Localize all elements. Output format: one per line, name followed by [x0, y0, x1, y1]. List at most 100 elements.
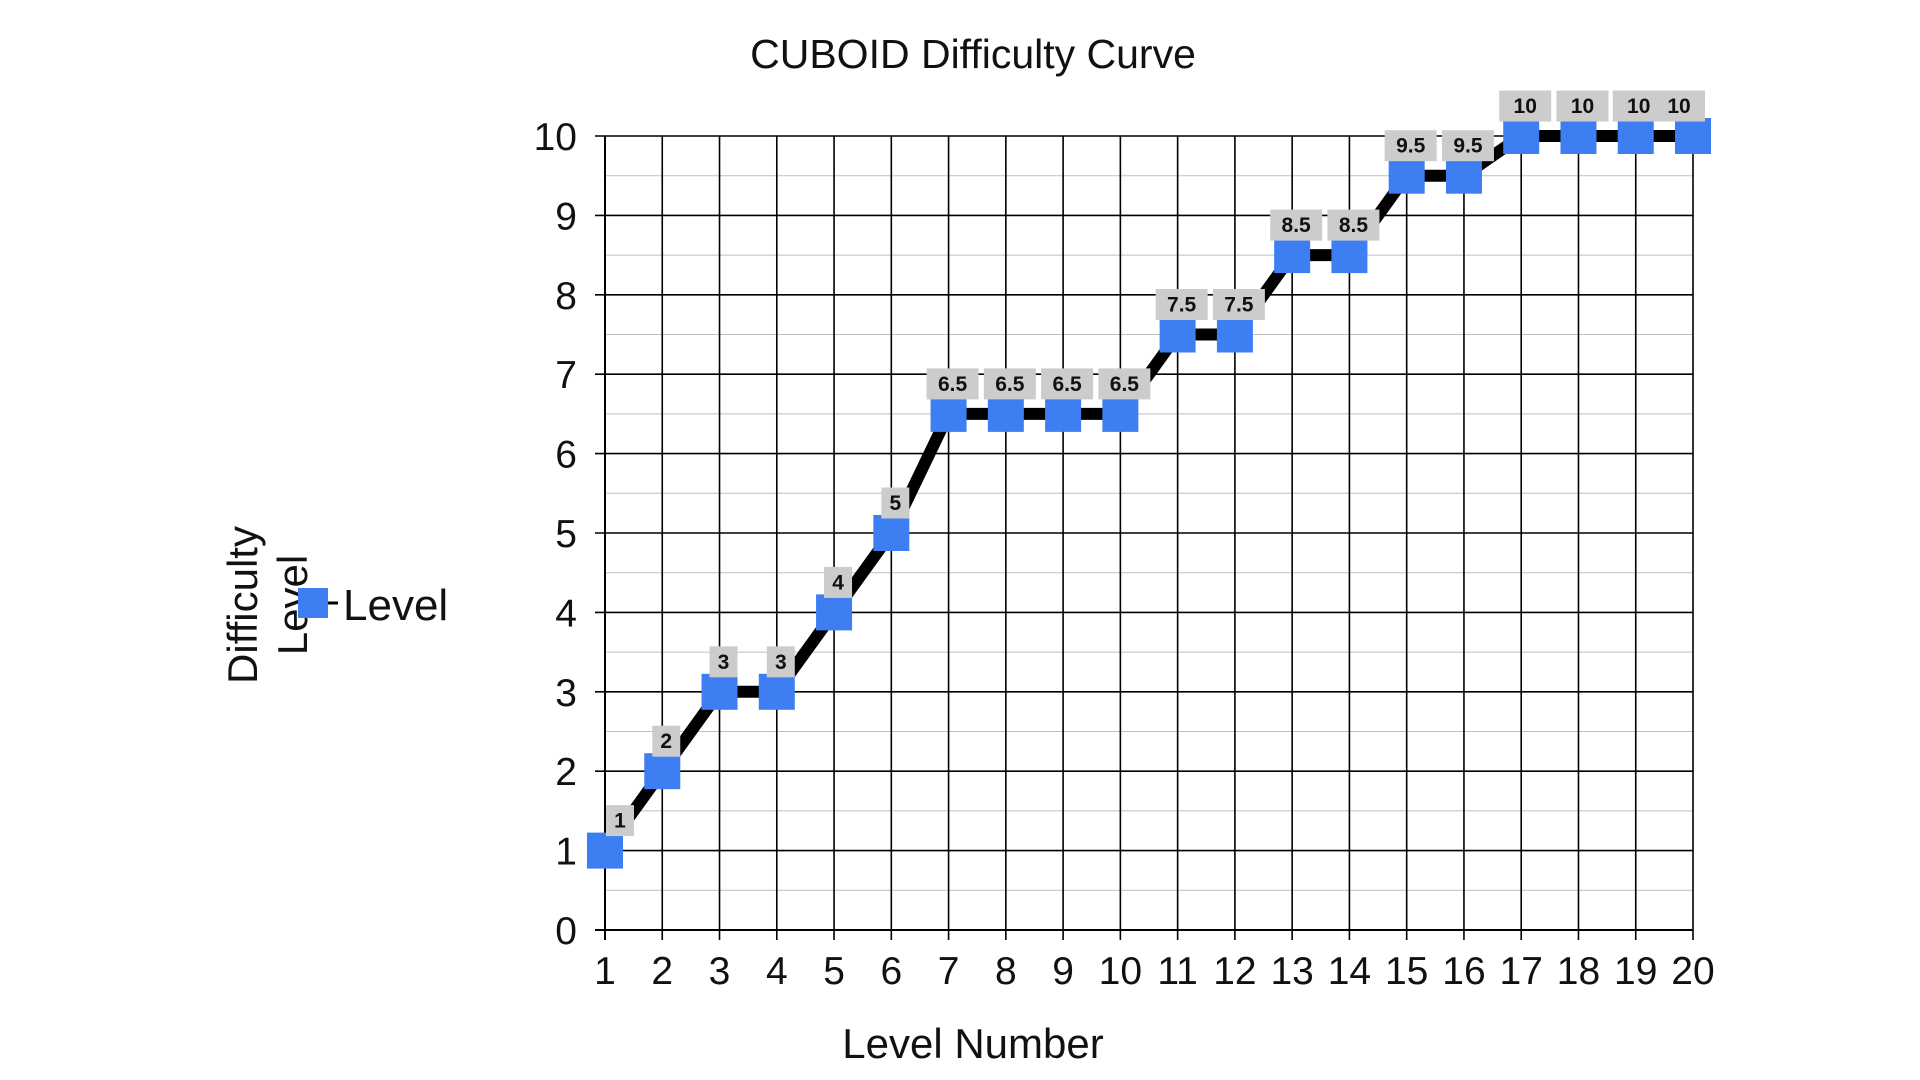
data-label: 6.5 [1053, 373, 1083, 396]
data-point-marker [1675, 118, 1711, 154]
data-label-background [824, 566, 853, 598]
data-point-marker [1274, 237, 1311, 274]
data-label: 10 [1571, 95, 1594, 118]
data-label-background [1327, 209, 1380, 241]
data-label: 6.5 [1110, 373, 1140, 396]
data-label: 7.5 [1167, 294, 1197, 317]
data-point-marker [1445, 157, 1482, 194]
data-label: 10 [1627, 95, 1650, 118]
data-label-background [881, 487, 910, 519]
data-label: 8.5 [1339, 214, 1369, 237]
data-label-background [709, 646, 738, 678]
data-point-marker [1102, 395, 1139, 432]
data-label-background [983, 368, 1036, 400]
x-tick-label: 8 [995, 950, 1017, 993]
data-point-marker [1159, 316, 1196, 353]
data-label-background [1041, 368, 1094, 400]
data-label: 7.5 [1224, 294, 1254, 317]
x-tick-label: 13 [1270, 950, 1313, 993]
data-label: 3 [775, 651, 787, 674]
data-label: 6.5 [995, 373, 1025, 396]
axis-layer [595, 136, 1693, 940]
data-label: 9.5 [1453, 135, 1483, 158]
data-label: 5 [889, 492, 901, 515]
y-tick-label: 3 [555, 672, 577, 715]
x-tick-label: 15 [1385, 950, 1428, 993]
data-label: 4 [832, 571, 844, 594]
data-label-background [766, 646, 795, 678]
data-label-background [1098, 368, 1151, 400]
data-label-background [652, 725, 681, 757]
data-label: 10 [1514, 95, 1537, 118]
y-tick-label: 8 [555, 275, 577, 318]
data-label-background [926, 368, 979, 400]
y-tick-label: 2 [555, 751, 577, 794]
x-tick-label: 6 [880, 950, 902, 993]
legend-marker [298, 588, 328, 618]
grid-layer [595, 135, 1694, 940]
data-point-marker [1331, 237, 1368, 274]
data-point-marker [587, 832, 623, 869]
y-tick-label: 0 [555, 910, 577, 953]
data-label: 2 [660, 730, 672, 753]
data-point-marker [644, 753, 681, 790]
data-point-marker [816, 594, 853, 631]
data-label-background [1270, 209, 1323, 241]
data-label-background [606, 805, 634, 837]
data-point-marker [1560, 118, 1597, 154]
data-label-background [1441, 130, 1494, 162]
data-label-background [1384, 130, 1437, 162]
x-axis-title: Level Number [842, 1020, 1103, 1067]
x-tick-label: 17 [1500, 950, 1543, 993]
x-tick-label: 10 [1099, 950, 1142, 993]
x-tick-label: 7 [938, 950, 960, 993]
data-label-background [1653, 90, 1705, 122]
x-tick-label: 1 [594, 950, 616, 993]
x-tick-label: 16 [1442, 950, 1485, 993]
data-label-background [1556, 90, 1609, 122]
chart-title: CUBOID Difficulty Curve [750, 31, 1196, 77]
data-label: 10 [1667, 95, 1690, 118]
x-tick-label: 2 [651, 950, 673, 993]
data-label-background [1499, 90, 1552, 122]
x-tick-label: 3 [709, 950, 731, 993]
x-tick-label: 5 [823, 950, 845, 993]
x-tick-label: 4 [766, 950, 788, 993]
data-label: 1 [614, 810, 626, 833]
y-tick-label: 7 [555, 354, 577, 397]
y-tick-label: 9 [555, 195, 577, 238]
y-tick-label: 6 [555, 434, 577, 477]
x-tick-label: 20 [1671, 950, 1714, 993]
data-point-marker [873, 515, 910, 551]
data-point-marker [930, 395, 967, 432]
data-point-marker [1388, 157, 1425, 194]
data-label: 8.5 [1282, 214, 1312, 237]
y-tick-label: 4 [555, 592, 577, 635]
data-point-marker [1617, 118, 1654, 154]
x-tick-label: 18 [1557, 950, 1600, 993]
data-label: 3 [718, 651, 730, 674]
y-tick-label: 5 [555, 513, 577, 556]
y-tick-label: 10 [534, 116, 577, 159]
x-tick-label: 12 [1213, 950, 1256, 993]
x-tick-label: 19 [1614, 950, 1657, 993]
legend-label: Level [343, 581, 448, 630]
data-point-marker [1045, 395, 1082, 432]
data-point-marker [1216, 316, 1253, 353]
data-label: 6.5 [938, 373, 968, 396]
data-point-marker [987, 395, 1024, 432]
data-label: 9.5 [1396, 135, 1426, 158]
data-label-background [1155, 289, 1208, 320]
data-label-background [1212, 289, 1265, 320]
series-layer: 1 2 3 3 4 5 6.5 6.5 6.5 6.5 7.5 7.5 8.5 8.5 9.5 9.5 10 10… [587, 90, 1711, 869]
x-tick-label: 9 [1052, 950, 1074, 993]
x-tick-label: 11 [1157, 950, 1198, 993]
y-axis-title-line-1: Difficulty [219, 526, 266, 684]
data-point-marker [758, 673, 795, 710]
y-tick-label: 1 [555, 831, 577, 874]
x-tick-label: 14 [1328, 950, 1371, 993]
data-point-marker [1503, 118, 1540, 154]
